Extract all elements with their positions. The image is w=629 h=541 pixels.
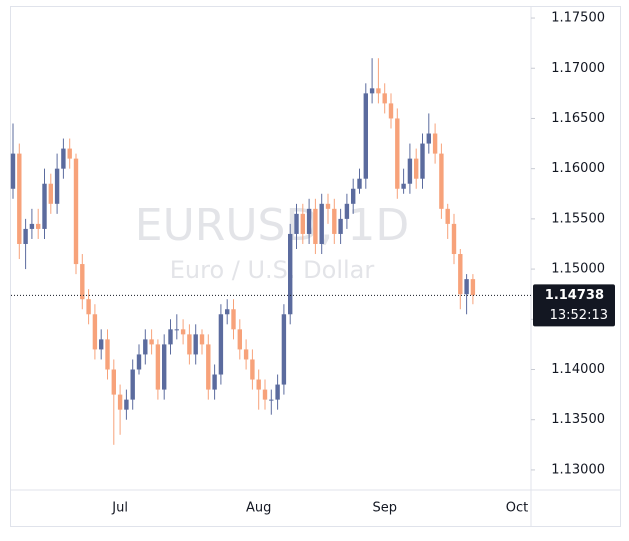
candle-body <box>143 339 148 355</box>
x-tick-label: Aug <box>246 501 271 516</box>
candle-body <box>54 168 60 204</box>
y-tick-label: 1.16000 <box>551 161 605 176</box>
candle-body <box>199 334 205 345</box>
candle-body <box>288 233 293 315</box>
candle-body <box>382 93 387 104</box>
y-tick-label: 1.15500 <box>551 211 605 226</box>
last-price-box <box>533 284 615 327</box>
countdown-label: 13:52:13 <box>550 308 608 323</box>
candle-body <box>218 314 224 375</box>
candle-body <box>29 223 35 229</box>
candle-body <box>86 299 91 315</box>
candle-body <box>105 339 110 370</box>
candle-body <box>243 349 249 360</box>
candle-body <box>237 329 242 350</box>
candle-body <box>36 223 41 229</box>
candle-body <box>470 279 476 296</box>
candle-body <box>111 369 116 395</box>
candle-body <box>338 218 343 234</box>
candle-body <box>136 354 142 370</box>
y-tick-label: 1.16500 <box>551 111 605 126</box>
candle-body <box>225 309 230 315</box>
x-tick-label: Sep <box>372 501 397 516</box>
y-tick-label: 1.15000 <box>551 262 605 277</box>
candle-body <box>325 203 331 209</box>
candle-body <box>319 203 324 244</box>
candle-body <box>92 314 98 350</box>
candle-body <box>193 334 198 355</box>
candle-body <box>130 369 135 400</box>
candle-body <box>155 344 161 390</box>
candle-body <box>388 103 394 119</box>
candle-body <box>445 208 450 224</box>
y-tick-label: 1.14000 <box>551 362 605 377</box>
candle-body <box>48 183 53 204</box>
candle-body <box>250 359 255 380</box>
candle-body <box>344 203 350 219</box>
candle-body <box>231 309 236 330</box>
candle-body <box>458 254 463 295</box>
candle-body <box>99 339 104 350</box>
candle-body <box>23 228 28 244</box>
candle-body <box>300 213 305 234</box>
candle-body <box>420 143 425 179</box>
candle-body <box>262 389 268 400</box>
candle-body <box>80 264 85 300</box>
candle-body <box>363 93 368 179</box>
candle-body <box>73 158 79 265</box>
candle-body <box>395 118 400 189</box>
candle-body <box>117 394 123 410</box>
candle-body <box>61 148 66 169</box>
candle-body <box>332 208 337 234</box>
candle-body <box>376 88 381 94</box>
candle-body <box>17 153 22 244</box>
candle-body <box>187 334 192 355</box>
candle-body <box>464 279 469 295</box>
watermark-description: Euro / U.S. Dollar <box>170 256 375 284</box>
candle-body <box>269 399 274 401</box>
candle-body <box>432 133 438 154</box>
candle-body <box>313 208 318 244</box>
candle-body <box>180 329 186 335</box>
candle-body <box>174 329 179 331</box>
y-tick-label: 1.13500 <box>551 412 605 427</box>
candle-body <box>162 344 167 390</box>
y-tick-label: 1.17000 <box>551 61 605 76</box>
candle-body <box>407 158 413 184</box>
candle-body <box>256 379 261 390</box>
candle-body <box>426 133 431 144</box>
candle-body <box>124 399 129 410</box>
last-price-label: 1.14738 <box>545 288 604 303</box>
candle-body <box>149 339 154 345</box>
candle-body <box>351 188 356 204</box>
candle-body <box>206 344 211 390</box>
candle-body <box>67 148 72 159</box>
candle-body <box>401 183 406 189</box>
candle-body <box>369 88 375 94</box>
candle-body <box>357 178 362 189</box>
candle-body <box>414 158 419 179</box>
watermark-symbol: EURUSD, 1D <box>135 200 409 251</box>
candle-body <box>294 213 299 234</box>
candle-body <box>42 183 47 229</box>
candle-body <box>10 153 16 189</box>
candle-body <box>168 329 173 345</box>
candle-body <box>451 223 457 255</box>
candle-body <box>306 208 312 234</box>
candle-body <box>212 374 217 390</box>
candle-body <box>439 153 444 209</box>
x-tick-label: Oct <box>506 501 528 516</box>
frame <box>10 6 621 527</box>
y-tick-label: 1.13000 <box>551 462 605 477</box>
y-tick-label: 1.17500 <box>551 11 605 26</box>
candle-body <box>281 314 287 385</box>
x-tick-label: Jul <box>111 501 128 516</box>
candle-body <box>275 384 280 400</box>
